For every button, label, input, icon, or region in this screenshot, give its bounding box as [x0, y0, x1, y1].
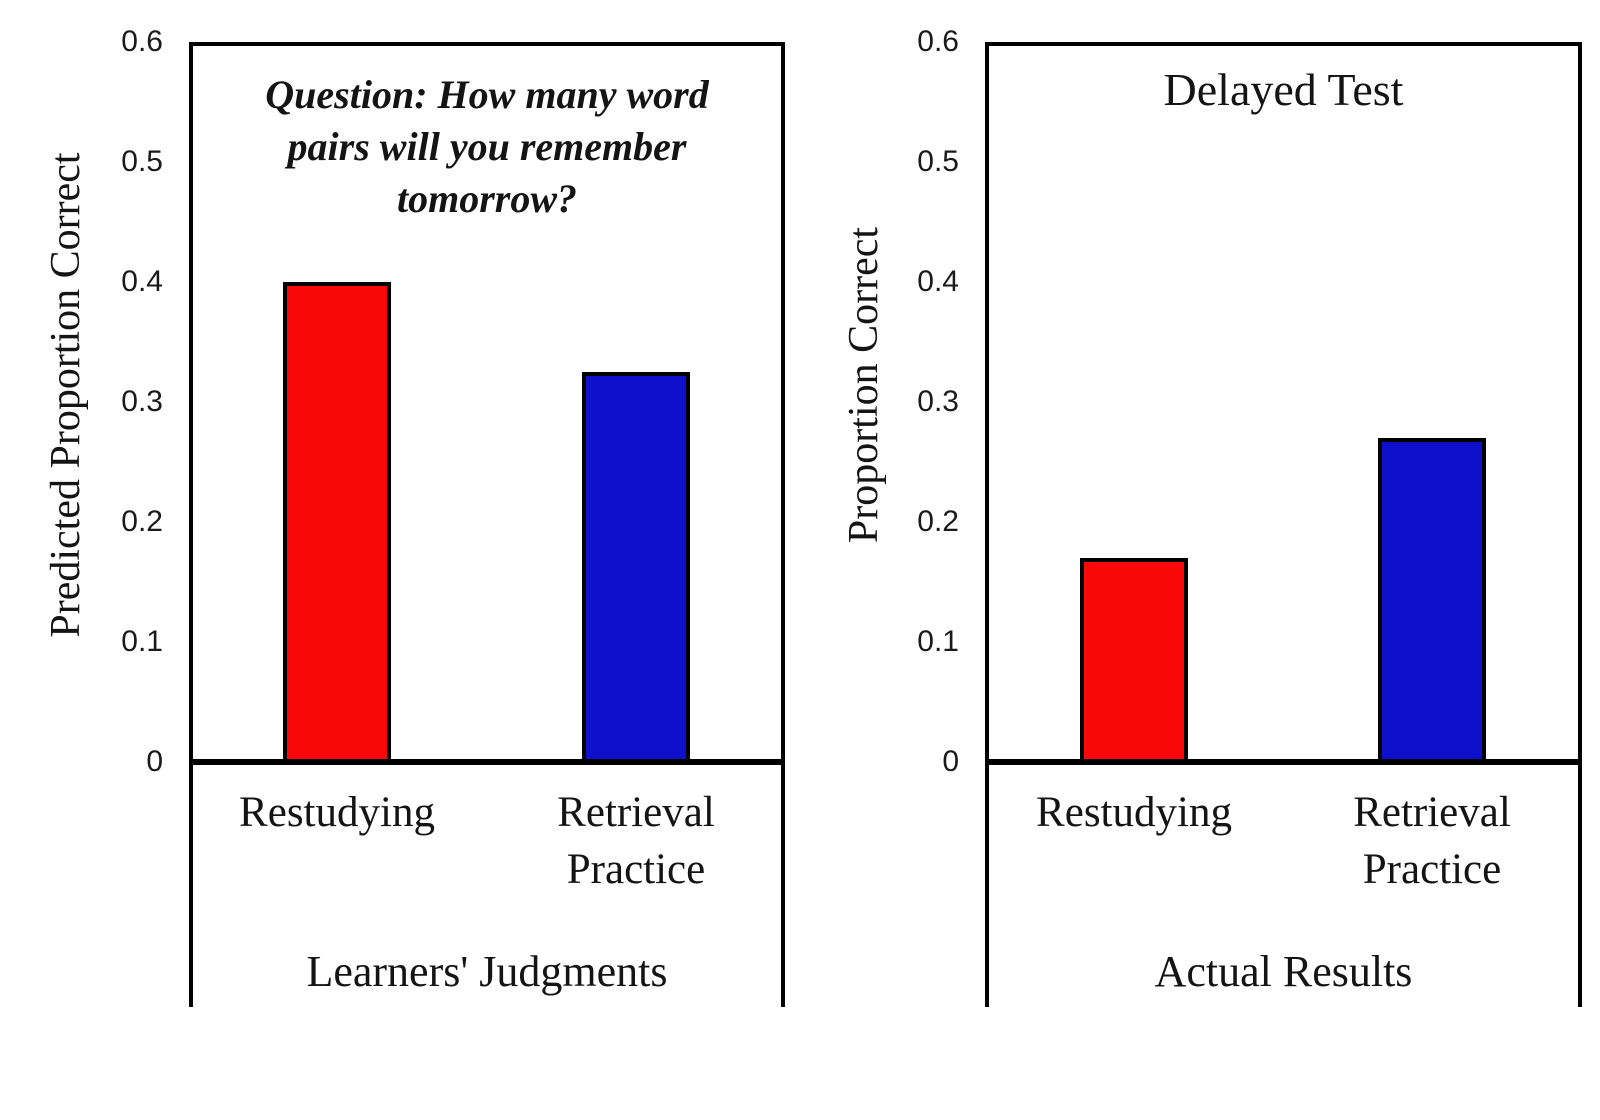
y-tick-label: 0 [942, 745, 959, 778]
y-tick-label: 0.3 [917, 385, 959, 418]
bar-restudying [1080, 558, 1188, 762]
plot-annotation-line: tomorrow? [396, 176, 578, 221]
x-axis-title: Actual Results [1154, 947, 1413, 996]
category-label: Restudying [239, 789, 435, 836]
panel-title: Delayed Test [1163, 64, 1404, 115]
y-tick-label: 0.4 [917, 265, 959, 298]
y-axis-title: Proportion Correct [841, 226, 887, 544]
y-tick-label: 0.1 [917, 625, 959, 658]
y-tick-label: 0.5 [917, 145, 959, 178]
y-tick-label: 0.6 [121, 25, 163, 58]
category-label: Retrieval [557, 789, 715, 836]
plot-annotation-line: pairs will you remember [287, 124, 687, 169]
plot-frame [189, 42, 785, 1007]
x-axis-line [189, 759, 785, 765]
y-tick-label: 0.4 [121, 265, 163, 298]
y-tick-label: 0.2 [121, 505, 163, 538]
category-label: Practice [566, 846, 706, 893]
bar-retrieval-practice [582, 372, 690, 762]
y-tick-label: 0 [146, 745, 163, 778]
y-tick-label: 0.5 [121, 145, 163, 178]
category-label: Retrieval [1353, 789, 1511, 836]
y-tick-label: 0.3 [121, 385, 163, 418]
bar-restudying [283, 282, 391, 762]
x-axis-line [985, 759, 1582, 765]
y-axis-title: Predicted Proportion Correct [43, 152, 89, 638]
x-axis-title: Learners' Judgments [306, 947, 668, 996]
y-tick-label: 0.6 [917, 25, 959, 58]
category-label: Restudying [1036, 789, 1232, 836]
y-tick-label: 0.1 [121, 625, 163, 658]
category-label: Practice [1362, 846, 1502, 893]
plot-frame [985, 42, 1582, 1007]
y-tick-label: 0.2 [917, 505, 959, 538]
plot-annotation-line: Question: How many word [265, 72, 709, 117]
bar-retrieval-practice [1378, 438, 1486, 762]
